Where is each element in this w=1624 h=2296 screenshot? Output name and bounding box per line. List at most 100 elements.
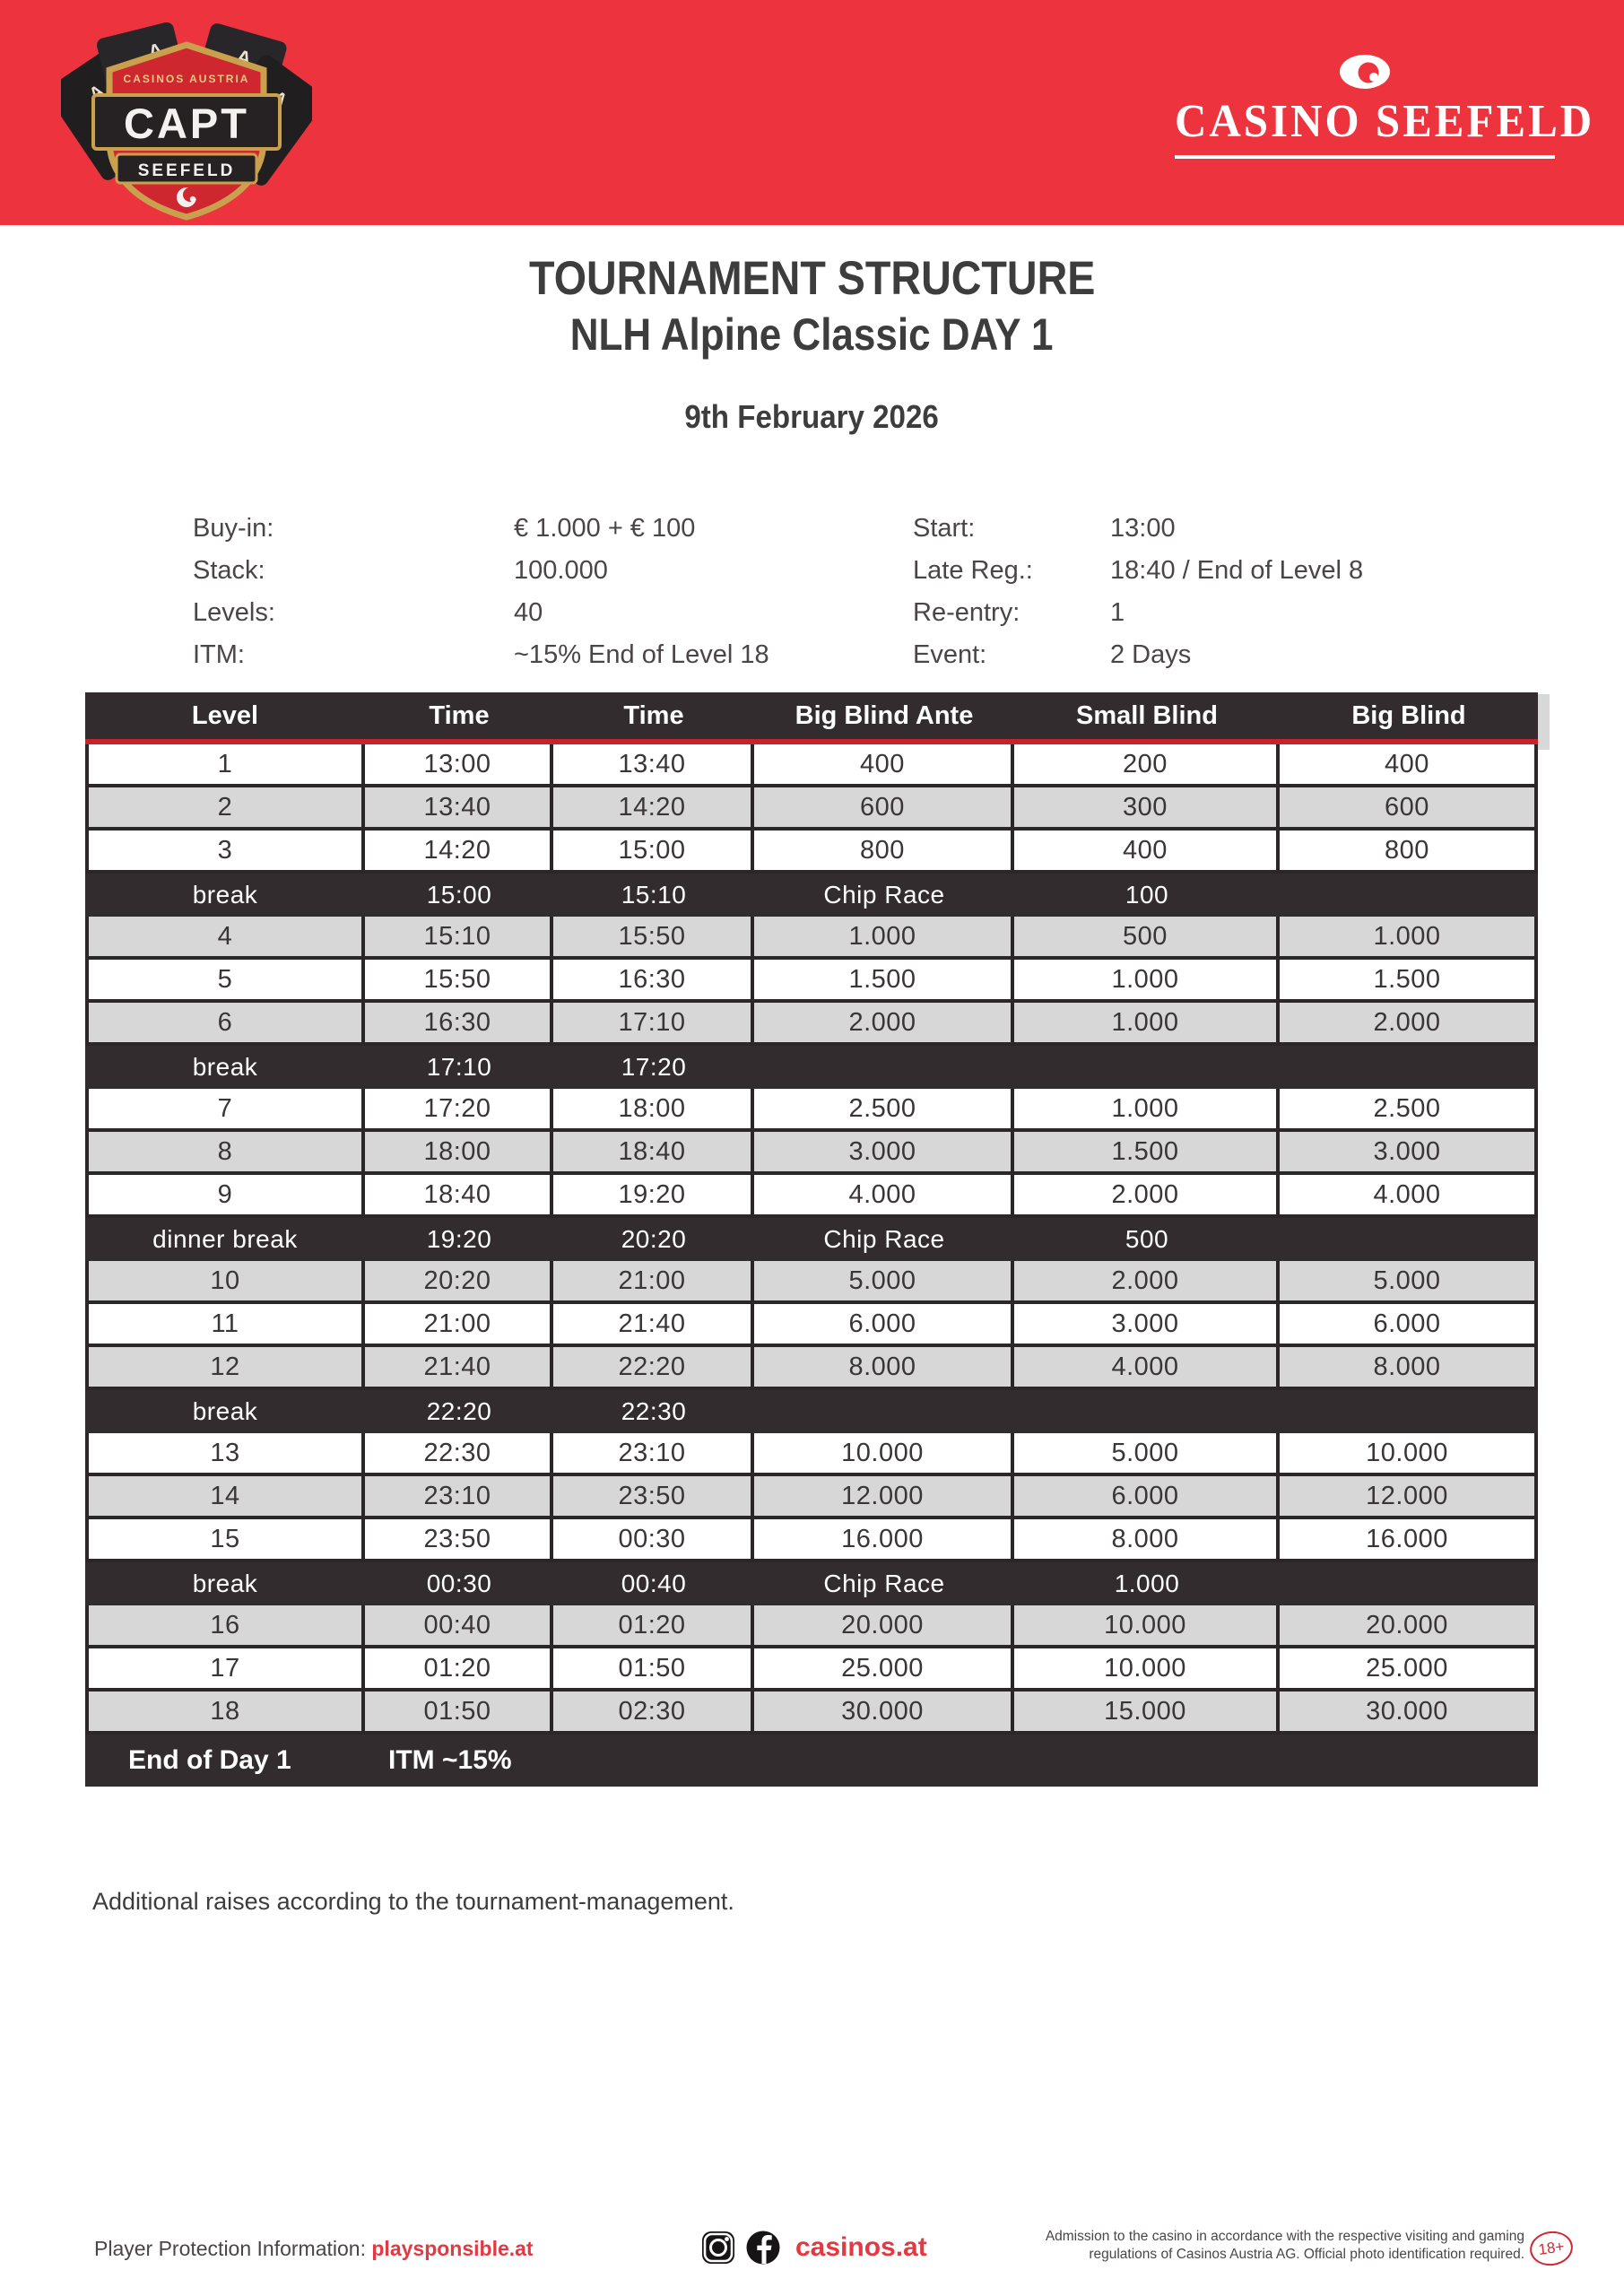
info-value: 13:00 bbox=[1110, 514, 1176, 543]
playsponsible-link[interactable]: playsponsible.at bbox=[371, 2237, 534, 2260]
cell-big-blind: 4.000 bbox=[1280, 1175, 1538, 1214]
cell-small-blind: 2.000 bbox=[1014, 1175, 1280, 1214]
level-row: 18 01:50 02:30 30.000 15.000 30.000 bbox=[85, 1692, 1538, 1735]
table-header-row: Level Time Time Big Blind Ante Small Bli… bbox=[85, 692, 1550, 750]
cell-big-blind: 2.000 bbox=[1280, 1003, 1538, 1042]
cell-time-end: 22:30 bbox=[621, 1397, 687, 1425]
cell-big-blind: 1.000 bbox=[1280, 917, 1538, 956]
cell-big-blind: 3.000 bbox=[1280, 1132, 1538, 1171]
instagram-icon[interactable] bbox=[700, 2230, 736, 2266]
info-value: 40 bbox=[514, 598, 543, 627]
table-body: 1 13:00 13:40 400 200 400 2 13:40 14:20 … bbox=[85, 744, 1538, 1735]
cell-big-blind-ante: 6.000 bbox=[754, 1304, 1014, 1344]
level-row: 15 23:50 00:30 16.000 8.000 16.000 bbox=[85, 1519, 1538, 1562]
cell-time-end: 20:20 bbox=[621, 1225, 687, 1253]
info-row: ITM: ~15% End of Level 18 bbox=[193, 634, 769, 676]
cell-time-end: 17:20 bbox=[621, 1053, 687, 1081]
cell-time-end: 21:00 bbox=[553, 1261, 754, 1300]
break-row: break 15:00 15:10 Chip Race 100 bbox=[85, 874, 1538, 917]
cell-big-blind-ante: 1.500 bbox=[754, 960, 1014, 999]
cell-big-blind-ante: 400 bbox=[754, 744, 1014, 784]
age-18-badge: 18+ bbox=[1527, 2228, 1576, 2269]
cell-level: 7 bbox=[85, 1089, 365, 1128]
info-label: Buy-in: bbox=[193, 514, 274, 543]
cell-time-start: 15:10 bbox=[365, 917, 553, 956]
cell-time-start: 22:30 bbox=[365, 1433, 553, 1473]
cell-level: 8 bbox=[85, 1132, 365, 1171]
cell-time-start: 18:00 bbox=[365, 1132, 553, 1171]
cell-big-blind-ante: 800 bbox=[754, 831, 1014, 870]
admission-line-1: Admission to the casino in accordance wi… bbox=[1045, 2229, 1524, 2244]
level-row: 5 15:50 16:30 1.500 1.000 1.500 bbox=[85, 960, 1538, 1003]
cell-big-blind-ante: 2.000 bbox=[754, 1003, 1014, 1042]
info-label: Event: bbox=[913, 640, 987, 669]
logo-underline bbox=[1175, 155, 1555, 159]
cell-big-blind-ante: 600 bbox=[754, 787, 1014, 827]
info-row: Late Reg.: 18:40 / End of Level 8 bbox=[913, 550, 1363, 592]
cell-small-blind: 1.000 bbox=[1114, 1570, 1180, 1597]
cell-big-blind-ante: 2.500 bbox=[754, 1089, 1014, 1128]
level-row: 3 14:20 15:00 800 400 800 bbox=[85, 831, 1538, 874]
cell-level: 6 bbox=[85, 1003, 365, 1042]
info-row: Re-entry: 1 bbox=[913, 592, 1363, 634]
cell-time-end: 16:30 bbox=[553, 960, 754, 999]
column-header-time-start: Time bbox=[429, 700, 490, 730]
cell-time-start: 18:40 bbox=[365, 1175, 553, 1214]
cell-big-blind: 5.000 bbox=[1280, 1261, 1538, 1300]
cell-big-blind-ante: 12.000 bbox=[754, 1476, 1014, 1516]
cell-big-blind-ante: Chip Race bbox=[823, 881, 945, 909]
info-label: Start: bbox=[913, 514, 976, 543]
break-row: break 22:20 22:30 bbox=[85, 1390, 1538, 1433]
level-row: 7 17:20 18:00 2.500 1.000 2.500 bbox=[85, 1089, 1538, 1132]
cell-time-start: 17:20 bbox=[365, 1089, 553, 1128]
cell-time-start: 01:20 bbox=[365, 1648, 553, 1688]
cell-time-end: 15:50 bbox=[553, 917, 754, 956]
casinos-at-link[interactable]: casinos.at bbox=[795, 2232, 927, 2262]
cell-time-start: 19:20 bbox=[426, 1225, 492, 1253]
cell-big-blind: 16.000 bbox=[1280, 1519, 1538, 1559]
cell-level: 11 bbox=[85, 1304, 365, 1344]
cell-big-blind: 20.000 bbox=[1280, 1605, 1538, 1645]
cell-time-end: 01:50 bbox=[553, 1648, 754, 1688]
cell-big-blind bbox=[1280, 1046, 1538, 1089]
info-row: Buy-in: € 1.000 + € 100 bbox=[193, 508, 769, 550]
cell-level: 17 bbox=[85, 1648, 365, 1688]
cell-time-start: 13:00 bbox=[365, 744, 553, 784]
cell-big-blind bbox=[1280, 1390, 1538, 1433]
info-value: 100.000 bbox=[514, 556, 608, 585]
facebook-icon[interactable] bbox=[745, 2230, 781, 2266]
cell-small-blind: 200 bbox=[1014, 744, 1280, 784]
info-label: Re-entry: bbox=[913, 598, 1020, 627]
header-banner: A ♦ A ♠ A ♣ A ♥ CASINOS AUSTRIA CAPT SEE… bbox=[0, 0, 1624, 225]
structure-table: Level Time Time Big Blind Ante Small Bli… bbox=[85, 692, 1550, 1787]
level-row: 6 16:30 17:10 2.000 1.000 2.000 bbox=[85, 1003, 1538, 1046]
info-value: 2 Days bbox=[1110, 640, 1192, 669]
info-right-column: Start: 13:00 Late Reg.: 18:40 / End of Lev… bbox=[913, 508, 1363, 676]
end-of-day-label: End of Day 1 bbox=[128, 1745, 291, 1775]
column-header-small-blind: Small Blind bbox=[1076, 700, 1218, 730]
cell-time-start: 20:20 bbox=[365, 1261, 553, 1300]
cell-big-blind: 25.000 bbox=[1280, 1648, 1538, 1688]
cell-small-blind: 300 bbox=[1014, 787, 1280, 827]
info-row: Event: 2 Days bbox=[913, 634, 1363, 676]
column-header-level: Level bbox=[191, 700, 259, 730]
social-links: casinos.at bbox=[700, 2230, 927, 2266]
cell-level: 1 bbox=[85, 744, 365, 784]
cell-level: 9 bbox=[85, 1175, 365, 1214]
info-left-column: Buy-in: € 1.000 + € 100 Stack: 100.000 Lev… bbox=[193, 508, 769, 676]
cell-level: 2 bbox=[85, 787, 365, 827]
cell-time-start: 01:50 bbox=[365, 1692, 553, 1731]
cell-time-end: 13:40 bbox=[553, 744, 754, 784]
cell-time-end: 02:30 bbox=[553, 1692, 754, 1731]
cell-small-blind: 400 bbox=[1014, 831, 1280, 870]
cell-small-blind: 10.000 bbox=[1014, 1648, 1280, 1688]
cell-level: break bbox=[192, 1053, 258, 1081]
cell-big-blind-ante: 5.000 bbox=[754, 1261, 1014, 1300]
info-value: ~15% End of Level 18 bbox=[514, 640, 769, 669]
cell-time-end: 00:40 bbox=[621, 1570, 687, 1597]
cell-small-blind bbox=[1014, 1390, 1280, 1433]
admission-line-2: regulations of Casinos Austria AG. Offic… bbox=[1089, 2247, 1524, 2262]
cell-big-blind-ante: 1.000 bbox=[754, 917, 1014, 956]
info-value: 18:40 / End of Level 8 bbox=[1110, 556, 1364, 585]
cell-big-blind-ante: 4.000 bbox=[754, 1175, 1014, 1214]
